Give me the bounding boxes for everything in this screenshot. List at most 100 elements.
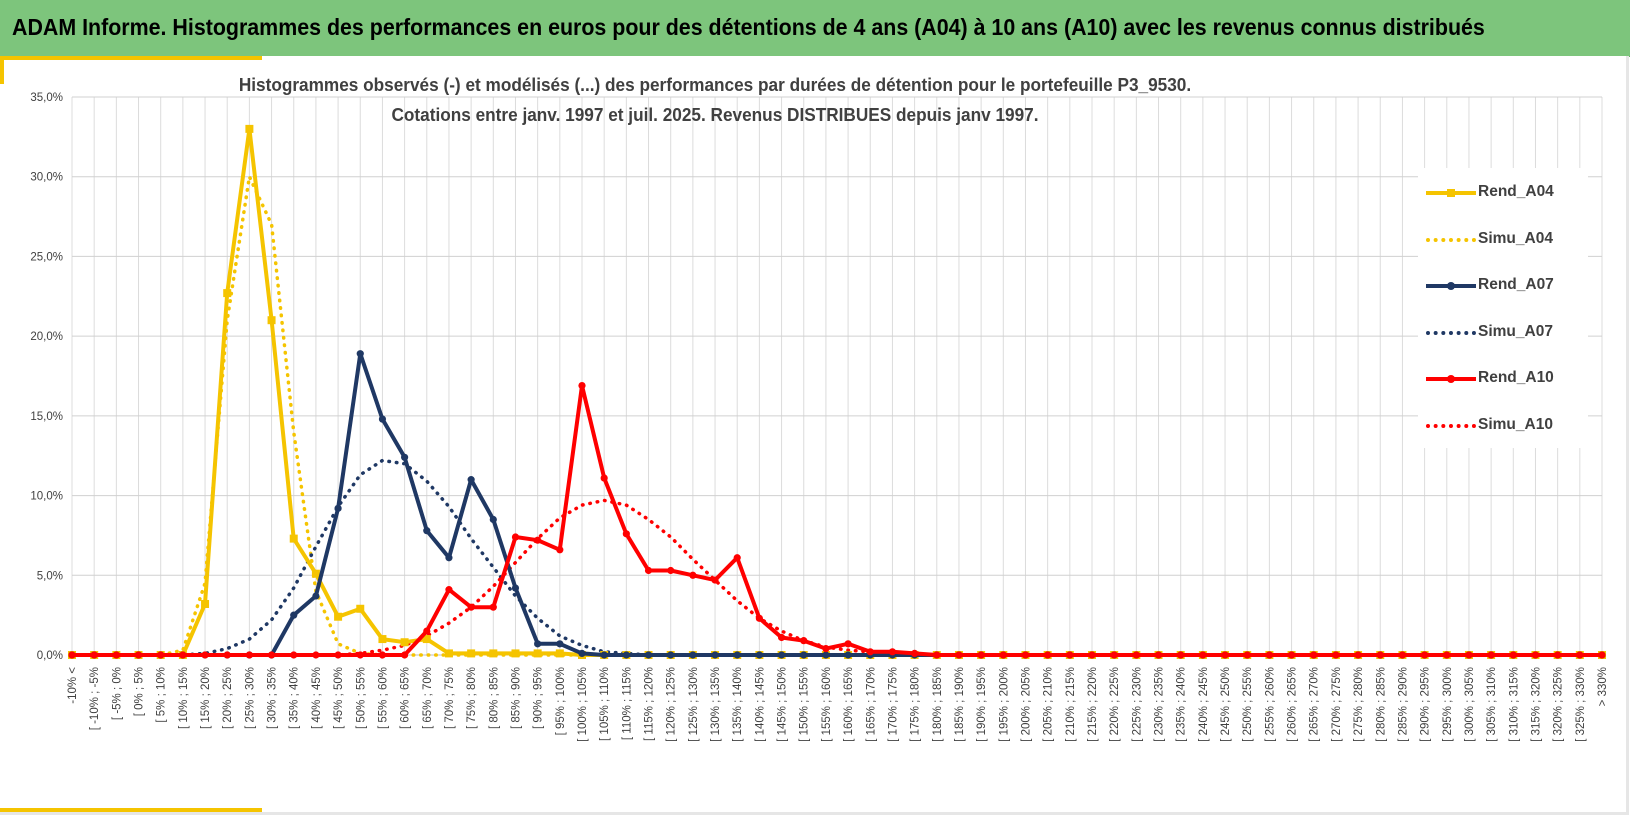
data-point bbox=[755, 651, 763, 659]
data-point bbox=[467, 603, 475, 611]
series-line-rend_a10 bbox=[70, 383, 1604, 657]
x-tick-label: [ 270% ; 275% bbox=[1331, 667, 1343, 742]
data-point bbox=[777, 633, 786, 642]
x-tick-label: [ 5% ; 10% bbox=[156, 667, 168, 723]
data-point bbox=[401, 651, 409, 659]
data-point bbox=[689, 651, 697, 659]
x-tick-label: [ 60% ; 65% bbox=[400, 667, 412, 729]
data-point bbox=[556, 640, 564, 648]
data-point bbox=[511, 533, 520, 541]
data-point bbox=[1509, 651, 1517, 659]
x-tick-label: [ 155% ; 160% bbox=[821, 667, 833, 742]
x-tick-label: [ 10% ; 15% bbox=[178, 667, 190, 729]
data-point bbox=[578, 649, 586, 658]
chart-legend: Rend_A04 Simu_A04 Rend_A07 Simu_A07 Rend_A10… bbox=[1418, 168, 1588, 448]
x-tick-label: -10% < bbox=[67, 667, 79, 704]
data-point bbox=[822, 651, 830, 659]
x-tick-label: [ 50% ; 55% bbox=[355, 667, 367, 729]
x-tick-label: [ 295% ; 300% bbox=[1442, 667, 1454, 742]
x-tick-label: [ 130% ; 135% bbox=[710, 667, 722, 742]
data-point bbox=[777, 651, 786, 659]
data-point bbox=[423, 627, 431, 635]
y-tick-label: 20,0% bbox=[30, 331, 63, 343]
data-point bbox=[1332, 651, 1340, 659]
data-point bbox=[1376, 651, 1384, 659]
x-tick-label: [ 190% ; 195% bbox=[976, 667, 988, 742]
data-point bbox=[444, 649, 453, 658]
data-point bbox=[511, 584, 520, 592]
x-tick-label: [ 315% ; 320% bbox=[1530, 667, 1542, 742]
data-point bbox=[622, 651, 630, 659]
data-point bbox=[1287, 651, 1296, 659]
data-point bbox=[422, 635, 431, 644]
legend-marker bbox=[1447, 189, 1455, 197]
x-tick-label: [ 275% ; 280% bbox=[1353, 667, 1365, 742]
data-point bbox=[1088, 651, 1096, 659]
data-point bbox=[290, 611, 298, 619]
x-tick-label: [ 135% ; 140% bbox=[732, 667, 744, 742]
x-tick-label: [ 30% ; 35% bbox=[267, 667, 279, 729]
legend-line-swatch bbox=[1426, 330, 1476, 335]
legend-marker bbox=[1447, 375, 1455, 383]
data-point bbox=[1066, 651, 1074, 659]
x-tick-label: [ -5% ; 0% bbox=[111, 667, 123, 720]
x-tick-label: [ 100% ; 105% bbox=[577, 667, 589, 742]
x-tick-label: [ 150% ; 155% bbox=[799, 667, 811, 742]
data-point bbox=[312, 592, 320, 600]
x-tick-label: [ 320% ; 325% bbox=[1553, 667, 1565, 742]
series-line-simu_a07 bbox=[70, 458, 1604, 657]
accent-bar-top bbox=[0, 56, 262, 60]
data-point bbox=[1576, 651, 1584, 659]
data-point bbox=[489, 603, 497, 611]
data-point bbox=[822, 645, 830, 653]
x-tick-label: [ 205% ; 210% bbox=[1043, 667, 1055, 742]
data-point bbox=[667, 651, 675, 659]
data-point bbox=[356, 604, 365, 613]
data-point bbox=[888, 648, 897, 656]
data-point bbox=[711, 651, 719, 659]
data-point bbox=[733, 651, 741, 659]
x-tick-label: [ 140% ; 145% bbox=[754, 667, 766, 742]
data-point bbox=[223, 289, 232, 298]
x-tick-label: [ 70% ; 75% bbox=[444, 667, 456, 729]
x-tick-label: [ 95% ; 100% bbox=[555, 667, 567, 735]
x-tick-label: [ 300% ; 305% bbox=[1464, 667, 1476, 742]
data-point bbox=[356, 651, 364, 659]
x-tick-label: [ 305% ; 310% bbox=[1486, 667, 1498, 742]
data-point bbox=[999, 651, 1007, 659]
data-point bbox=[489, 649, 498, 658]
chart-plot: 0,0% 5,0% 10,0% 15,0% 20,0% 25,0% 30,0% 35,0% -1… bbox=[30, 92, 1609, 742]
header-banner: ADAM Informe. Histogrammes des performan… bbox=[0, 0, 1630, 57]
x-tick-label: [ 170% ; 175% bbox=[887, 667, 899, 742]
data-point bbox=[1221, 651, 1229, 659]
data-point bbox=[179, 651, 187, 659]
x-tick-label: [ 35% ; 40% bbox=[289, 667, 301, 729]
x-tick-label: [ 265% ; 270% bbox=[1309, 667, 1321, 742]
data-point bbox=[844, 651, 852, 659]
x-tick-label: [ 325% ; 330% bbox=[1575, 667, 1587, 742]
x-tick-label: [ 195% ; 200% bbox=[998, 667, 1010, 742]
data-point bbox=[1487, 651, 1495, 659]
x-tick-label: [ 15% ; 20% bbox=[200, 667, 212, 729]
data-point bbox=[245, 124, 254, 133]
series-line-rend_a07 bbox=[70, 351, 1604, 657]
data-point bbox=[1598, 651, 1606, 659]
data-point bbox=[68, 651, 76, 659]
data-point bbox=[311, 569, 320, 578]
data-point bbox=[1465, 651, 1473, 659]
data-point bbox=[112, 651, 120, 659]
data-point bbox=[1177, 651, 1185, 659]
data-point bbox=[555, 649, 564, 658]
data-point bbox=[644, 651, 653, 659]
chart-title-line-2: Cotations entre janv. 1997 et juil. 2025… bbox=[391, 104, 1039, 125]
data-point bbox=[1265, 651, 1273, 659]
data-point bbox=[290, 651, 298, 659]
data-point bbox=[400, 638, 409, 647]
y-tick-label: 15,0% bbox=[30, 411, 63, 423]
data-point bbox=[1443, 651, 1451, 659]
x-tick-label: [ 290% ; 295% bbox=[1420, 667, 1432, 742]
x-tick-label: [ 0% ; 5% bbox=[134, 667, 146, 716]
data-point bbox=[423, 527, 431, 535]
data-point bbox=[622, 530, 630, 538]
y-tick-label: 35,0% bbox=[30, 92, 63, 104]
